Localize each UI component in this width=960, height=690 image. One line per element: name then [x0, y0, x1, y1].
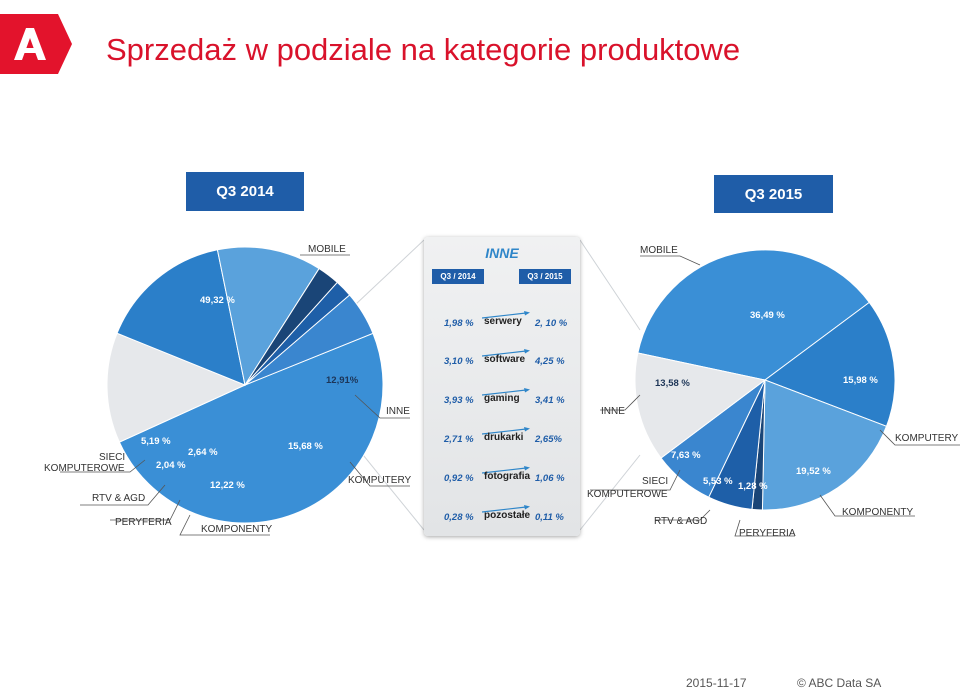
inne-row-fotografia: 0,92 % fotografia 1,06 %: [424, 466, 580, 487]
pie-2014-slice-komputery: [116, 249, 246, 386]
pie-2015-label-sieci: SIECI: [642, 476, 668, 487]
arrow-icon: [482, 427, 530, 435]
arrow-icon: [482, 466, 530, 474]
pie-2014-label-komponenty: KOMPONENTY: [201, 524, 272, 535]
pie-2015-slice-komputery: [763, 301, 896, 427]
pct-2014-sieci: 5,19 %: [141, 436, 171, 447]
pie-2015-label-peryferia: PERYFERIA: [739, 528, 796, 539]
pie-q3-2014: [106, 246, 384, 524]
abc-data-logo: [0, 14, 72, 74]
pie-2014-label-peryferia: PERYFERIA: [115, 517, 172, 528]
pie-2015-slice-inne: [634, 352, 767, 459]
pie-2014-slice-inne: [106, 332, 247, 443]
pie-2015-label-mobile: MOBILE: [640, 245, 678, 256]
pie-2014-slice-sieci-komputerowe: [244, 294, 374, 386]
pie-2015-label-inne: INNE: [601, 406, 625, 417]
pie-2015-label-komputery: KOMPUTERY: [895, 433, 958, 444]
inne-row-serwery: 1,98 % serwery 2, 10 %: [424, 311, 580, 332]
pie-2014-slice-komponenty: [216, 246, 320, 387]
pie-2015-label-rtv: RTV & AGD: [654, 516, 707, 527]
pct-2015-mobile: 36,49 %: [750, 310, 785, 321]
pct-2015-komponenty: 19,52 %: [796, 466, 831, 477]
q3-2014-header: Q3 2014: [186, 172, 304, 211]
pie-2014-label-rtv: RTV & AGD: [92, 493, 145, 504]
inne-panel-title: INNE: [485, 245, 519, 261]
pct-2014-rtv: 2,04 %: [156, 460, 186, 471]
inne-row-pozostale: 0,28 % pozostałe 0,11 %: [424, 505, 580, 526]
pct-2014-komputery: 15,68 %: [288, 441, 323, 452]
pie-2014-label-komputery: KOMPUTERY: [348, 475, 411, 486]
footer-date: 2015-11-17: [686, 676, 747, 690]
pct-2014-inne: 12,91%: [326, 375, 359, 386]
pct-2014-komponenty: 12,22 %: [210, 480, 245, 491]
pct-2015-peryferia: 1,28 %: [738, 481, 768, 492]
pct-2014-mobile: 49,32 %: [200, 295, 235, 306]
arrow-icon: [482, 505, 530, 513]
pie-2015-label-komputerowe: KOMPUTEROWE: [587, 489, 668, 500]
pct-2015-rtv: 5,53 %: [703, 476, 733, 487]
footer-copyright: © ABC Data SA: [797, 676, 882, 690]
inne-row-software: 3,10 % software 4,25 %: [424, 349, 580, 370]
pie-q3-2015: [634, 249, 896, 511]
inne-row-gaming: 3,93 % gaming 3,41 %: [424, 388, 580, 409]
pie-2014-label-sieci: SIECI: [99, 452, 125, 463]
q3-2015-header: Q3 2015: [714, 175, 833, 213]
pct-2014-peryferia: 2,64 %: [188, 447, 218, 458]
pie-2014-label-mobile: MOBILE: [308, 244, 346, 255]
panel-connectors: [354, 239, 641, 531]
pie-2015-slice-mobile: [637, 249, 871, 381]
pct-2015-inne: 13,58 %: [655, 378, 690, 389]
pie-2014-label-komputerowe: KOMPUTEROWE: [44, 463, 125, 474]
pie-2015-labels: [590, 255, 960, 537]
pie-2014-label-inne: INNE: [386, 406, 410, 417]
pie-2015-slice-komponenty: [761, 379, 888, 511]
inne-col-q3-2015: Q3 / 2015: [519, 269, 571, 284]
pie-2015-label-komponenty: KOMPONENTY: [842, 507, 913, 518]
arrow-icon: [482, 388, 530, 396]
arrow-icon: [482, 311, 530, 319]
pct-2015-komputery: 15,98 %: [843, 375, 878, 386]
inne-breakdown-panel: INNE Q3 / 2014 Q3 / 2015 1,98 % serwery …: [424, 237, 580, 536]
pie-2014-labels: [60, 254, 410, 536]
arrow-icon: [482, 349, 530, 357]
inne-row-drukarki: 2,71 % drukarki 2,65%: [424, 427, 580, 448]
pie-2014-slice-mobile: [118, 332, 384, 524]
inne-col-q3-2014: Q3 / 2014: [432, 269, 484, 284]
page-title: Sprzedaż w podziale na kategorie produkt…: [106, 32, 741, 67]
pct-2015-sieci: 7,63 %: [671, 450, 701, 461]
